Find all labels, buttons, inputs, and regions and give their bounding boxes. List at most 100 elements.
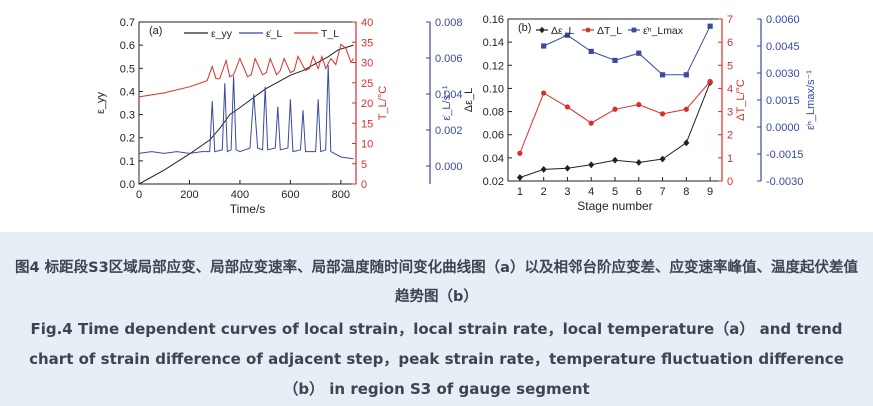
panel-b-right2-tick-label: 0.0000 xyxy=(766,122,800,134)
panel-b-legend-marker xyxy=(539,26,545,34)
panel-b-x-tick-label: 3 xyxy=(564,186,570,198)
panel-b-right1-tick-label: 1 xyxy=(727,153,733,165)
panel-b-series-3-point xyxy=(564,32,571,38)
panel-a-x-axis-label: Time/s xyxy=(230,202,266,216)
panel-a-right1-tick-label: 15 xyxy=(361,118,373,130)
panel-b-series-2-point xyxy=(659,111,666,117)
panel-b-left-tick-label: 0.10 xyxy=(483,83,504,95)
panel-a-x-tick-label: 800 xyxy=(332,189,350,201)
panel-a-left-tick-label: 0.5 xyxy=(120,63,135,75)
panel-b-left-tick-label: 0.08 xyxy=(483,107,504,119)
panel-b-right2-tick-label: -0.0030 xyxy=(766,176,803,188)
panel-b-x-tick-label: 2 xyxy=(541,186,547,198)
panel-b-x-tick-label: 8 xyxy=(683,186,689,198)
panel-b-series-3-point xyxy=(707,23,713,29)
panel-b-series-2-point xyxy=(612,106,618,112)
panel-a-right1-tick-label: 20 xyxy=(361,98,373,110)
panel-b-right1-tick-label: 7 xyxy=(727,14,733,26)
panel-b-series-1-point xyxy=(635,159,642,166)
panel-a-right1-tick-label: 30 xyxy=(361,58,373,70)
panel-a-series-1-line xyxy=(138,44,354,185)
panel-a-right1-tick-label: 25 xyxy=(361,78,373,90)
panel-a-left-tick-label: 0.4 xyxy=(120,86,135,98)
panel-b-series-1-point xyxy=(540,166,547,173)
panel-b-series-1-point xyxy=(564,164,571,172)
panel-b-right2-tick-label: 0.0015 xyxy=(766,95,800,107)
panel-b-right1-tick-label: 4 xyxy=(727,83,733,95)
panel-a-legend-label: T_L xyxy=(321,28,339,40)
caption-chinese: 图4 标距段S3区域局部应变、局部应变速率、局部温度随时间变化曲线图（a）以及相… xyxy=(15,260,858,305)
panel-a-x-tick-label: 0 xyxy=(136,189,142,201)
panel-b-plot-frame xyxy=(507,18,723,182)
panel-b-series-3-point xyxy=(659,72,666,78)
panel-b-x-axis-label: Stage number xyxy=(577,199,652,213)
panel-b-series-3-point xyxy=(541,43,547,49)
panel-a-left-tick-label: 0.3 xyxy=(120,110,135,122)
panel-b-right1-tick-label: 5 xyxy=(727,60,733,72)
caption-english: Fig.4 Time dependent curves of local str… xyxy=(29,320,844,398)
figure-caption: 图4 标距段S3区域局部应变、局部应变速率、局部温度随时间变化曲线图（a）以及相… xyxy=(0,232,873,406)
panel-b-x-tick-label: 1 xyxy=(517,186,523,198)
panel-a-series-2-line xyxy=(138,65,354,160)
panel-b-series-3-point xyxy=(588,48,594,54)
panel-a-left-tick-label: 0.7 xyxy=(120,17,135,29)
panel-b-series-2-point xyxy=(636,102,642,108)
panel-b-right2-tick-label: 0.0045 xyxy=(766,41,800,53)
panel-a-x-tick-label: 200 xyxy=(180,189,198,201)
panel-a-right1-tick-label: 0 xyxy=(361,179,367,191)
panel-a-right1-tick-label: 40 xyxy=(361,17,373,29)
panel-b-right1-tick-label: 3 xyxy=(727,107,733,119)
panel-b-series-1-point xyxy=(683,139,690,147)
panel-b-x-tick-label: 6 xyxy=(636,186,642,198)
panel-b-series-2-line xyxy=(519,81,711,154)
panel-a-left-tick-label: 0.6 xyxy=(120,40,135,52)
panel-a-right2-tick-label: 0.000 xyxy=(435,161,463,173)
panel-b-left-tick-label: 0.04 xyxy=(483,153,504,165)
panel-b-x-tick-label: 4 xyxy=(588,186,594,198)
panel-a-right2-tick-label: 0.006 xyxy=(435,53,463,65)
panel-b-legend-label: Δε_L xyxy=(551,25,575,37)
panel-b-x-tick-label: 5 xyxy=(612,186,618,198)
panel-a-legend-label: ε_yy xyxy=(211,28,233,40)
panel-b-right1-axis-label: ΔT_L/°C xyxy=(735,79,747,121)
panel-a-right1-axis-label: T_L/°C xyxy=(377,86,389,120)
panel-b-series-1-point xyxy=(516,174,523,181)
panel-a-x-tick-label: 600 xyxy=(281,189,299,201)
panel-b-right2-axis-label: ε̇ⁿ_Lmax/s⁻¹ xyxy=(805,70,817,130)
panel-b-series-1-point xyxy=(659,155,666,163)
panel-a-x-tick-label: 400 xyxy=(231,189,249,201)
panel-b-series-1-point xyxy=(612,156,618,164)
panel-b-series-3-point xyxy=(636,50,642,56)
panel-b-right2-tick-label: 0.0060 xyxy=(766,14,800,26)
panel-b-tag: (b) xyxy=(518,22,531,34)
panel-b-series-3-point xyxy=(612,57,618,63)
panel-a-right2-tick-label: 0.002 xyxy=(435,125,463,137)
panel-a-right2-tick-label: 0.004 xyxy=(435,89,463,101)
panel-b-series-2-point xyxy=(707,78,713,85)
panel-b-series-2-point xyxy=(588,120,594,126)
panel-b-legend-marker xyxy=(631,27,637,33)
panel-b-right2-tick-label: -0.0015 xyxy=(766,149,803,161)
panel-b-x-tick-label: 9 xyxy=(707,186,713,198)
panel-b-right1-tick-label: 0 xyxy=(727,176,733,188)
panel-b-series-2-point xyxy=(683,106,689,112)
panel-a-right1-tick-label: 35 xyxy=(361,37,373,49)
panel-a-legend-label: ε̇_L xyxy=(266,28,283,40)
panel-b-series-2-point xyxy=(541,90,547,96)
panel-b-left-tick-label: 0.14 xyxy=(483,37,504,49)
panel-a-left-tick-label: 0.1 xyxy=(120,156,135,168)
panel-b-right1-tick-label: 6 xyxy=(727,37,733,49)
panel-b-right1-tick-label: 2 xyxy=(727,130,733,142)
panel-b-series-3-line xyxy=(543,25,711,76)
panel-a-right2-axis-label: ε̇_L/s⁻¹ xyxy=(441,85,453,121)
panel-a-left-tick-label: 0.0 xyxy=(120,179,135,191)
panel-a-left-tick-label: 0.2 xyxy=(120,133,135,145)
panel-b-legend-marker xyxy=(585,27,591,33)
panel-b-series-2-point xyxy=(517,150,523,156)
panel-b-left-tick-label: 0.06 xyxy=(483,130,504,142)
panel-a-left-axis-label: ε_yy xyxy=(95,91,107,114)
panel-b-x-tick-label: 7 xyxy=(659,186,665,198)
panel-b-left-tick-label: 0.12 xyxy=(483,60,504,72)
panel-a-right1-tick-label: 10 xyxy=(361,139,373,151)
panel-a-plot-frame xyxy=(138,21,357,185)
